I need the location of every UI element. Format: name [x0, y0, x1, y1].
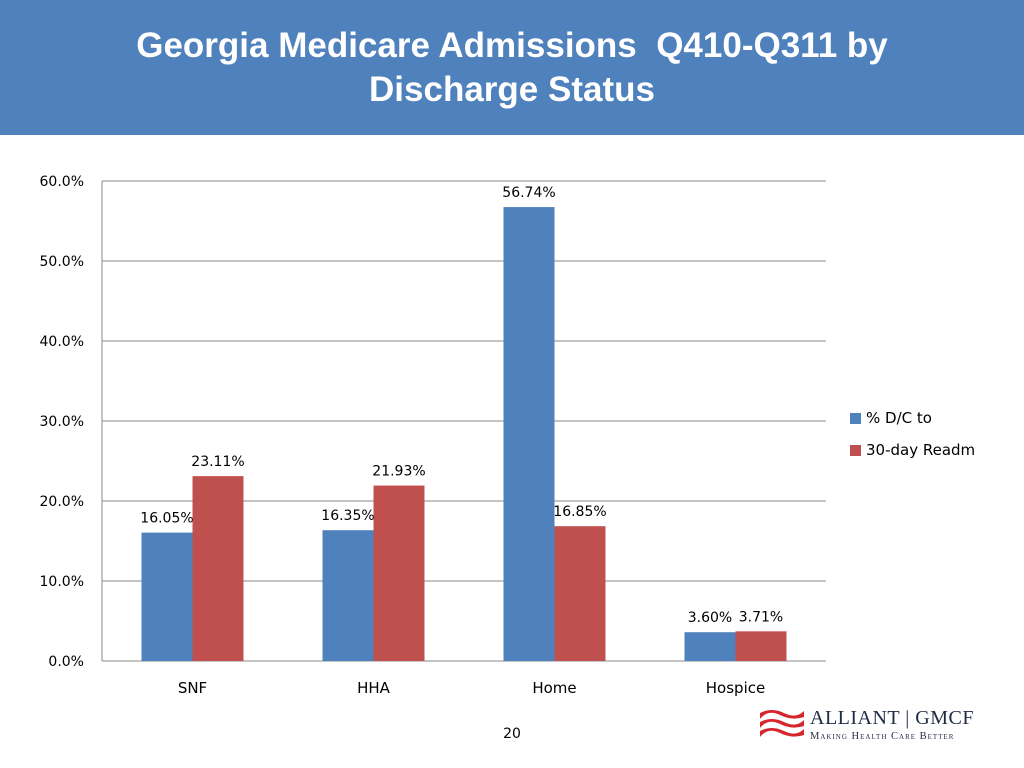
data-label: 23.11%	[191, 454, 244, 470]
legend-label: % D/C to	[866, 409, 932, 427]
data-label: 3.60%	[688, 610, 732, 626]
logo-tagline: Making Health Care Better	[810, 731, 955, 742]
legend-swatch	[850, 413, 861, 424]
bar	[554, 526, 606, 661]
y-tick-label: 60.0%	[40, 174, 84, 190]
alliant-flag-icon	[760, 710, 804, 737]
x-category-label: HHA	[357, 679, 391, 697]
slide-title-line-2: Discharge Status	[369, 69, 655, 109]
slide-title-bar: Georgia Medicare Admissions Q410-Q311 by…	[0, 0, 1024, 135]
data-label: 56.74%	[502, 185, 555, 201]
bar	[735, 631, 787, 661]
bar	[322, 530, 374, 661]
x-category-label: Home	[532, 679, 576, 697]
legend-label: 30-day Readm	[866, 441, 975, 459]
data-label: 3.71%	[739, 609, 783, 625]
y-tick-label: 0.0%	[48, 654, 84, 670]
y-tick-label: 50.0%	[40, 254, 84, 270]
page-number: 20	[503, 726, 521, 742]
x-category-label: SNF	[178, 679, 207, 697]
company-logo: ALLIANT | GMCF Making Health Care Better	[758, 705, 978, 745]
y-tick-label: 20.0%	[40, 494, 84, 510]
bar	[373, 485, 425, 661]
bar-chart: 0.0% 10.0% 20.0% 30.0% 40.0% 50.0% 60.0% SNF 16.…	[40, 174, 976, 697]
y-tick-label: 30.0%	[40, 414, 84, 430]
data-label: 16.35%	[321, 508, 374, 524]
legend-swatch	[850, 445, 861, 456]
logo-name: ALLIANT | GMCF	[810, 707, 974, 729]
bar	[503, 207, 555, 661]
y-tick-label: 40.0%	[40, 334, 84, 350]
bar	[141, 532, 193, 661]
bar	[192, 476, 244, 661]
y-tick-label: 10.0%	[40, 574, 84, 590]
slide-title-line-1: Georgia Medicare Admissions Q410-Q311 by	[136, 25, 888, 65]
data-label: 16.85%	[553, 504, 606, 520]
data-label: 16.05%	[140, 511, 193, 527]
bar	[684, 632, 736, 661]
data-label: 21.93%	[372, 464, 425, 480]
x-category-label: Hospice	[706, 679, 765, 697]
